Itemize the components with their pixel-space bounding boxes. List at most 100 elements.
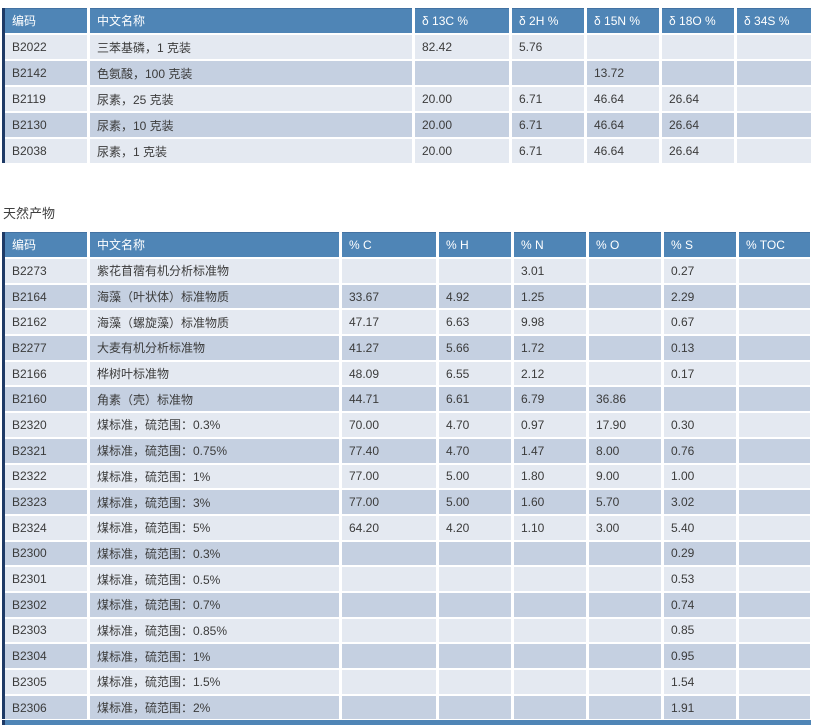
value-cell bbox=[739, 515, 810, 540]
value-cell: 1.80 bbox=[514, 464, 586, 489]
table-row: B2306 煤标准，硫范围：2% 1.91 bbox=[5, 695, 810, 720]
row-name-cell: 煤标准，硫范围：0.3% bbox=[90, 413, 339, 437]
value-cell: 26.64 bbox=[662, 113, 734, 137]
value-cell bbox=[739, 695, 810, 720]
value-cell: 5.40 bbox=[664, 515, 736, 540]
row-code-cell: B2323 bbox=[5, 490, 87, 514]
value-cell bbox=[664, 387, 736, 412]
value-cell: 46.64 bbox=[587, 113, 659, 137]
row-name-cell: 角素（壳）标准物 bbox=[90, 387, 339, 412]
table-header-row: 编码 中文名称% C% H% N% O% S% TOC bbox=[5, 232, 810, 257]
value-cell bbox=[439, 670, 511, 694]
column-header: δ 34S % bbox=[737, 8, 811, 33]
value-cell: 0.95 bbox=[664, 644, 736, 668]
row-name-cell: 煤标准，硫范围：0.75% bbox=[90, 438, 339, 463]
row-name-cell: 煤标准，硫范围：3% bbox=[90, 490, 339, 514]
value-cell: 20.00 bbox=[415, 87, 509, 111]
value-cell: 26.64 bbox=[662, 87, 734, 111]
table-header-row: 编码 中文名称 δ 13C % δ 2H % δ 15N % δ 18O % δ 34S % bbox=[5, 8, 811, 33]
table-row: B2038 尿素，1 克装 20.00 6.71 46.64 26.64 bbox=[5, 139, 811, 163]
value-cell: 0.53 bbox=[664, 567, 736, 591]
value-cell: 0.74 bbox=[664, 592, 736, 617]
value-cell: 8.00 bbox=[589, 438, 661, 463]
row-code-cell: B2322 bbox=[5, 464, 87, 489]
value-cell: 13.72 bbox=[587, 61, 659, 85]
value-cell: 0.97 bbox=[514, 413, 586, 437]
value-cell: 2.29 bbox=[664, 284, 736, 309]
value-cell bbox=[342, 567, 436, 591]
row-code-cell: B2305 bbox=[5, 670, 87, 694]
value-cell bbox=[514, 644, 586, 668]
value-cell: 3.01 bbox=[514, 259, 586, 283]
value-cell: 20.00 bbox=[415, 139, 509, 163]
row-name-cell: 尿素，1 克装 bbox=[90, 139, 412, 163]
value-cell: 2.12 bbox=[514, 361, 586, 386]
value-cell: 6.71 bbox=[512, 139, 584, 163]
value-cell bbox=[415, 61, 509, 85]
value-cell bbox=[739, 438, 810, 463]
value-cell: 5.66 bbox=[439, 336, 511, 360]
value-cell bbox=[737, 139, 811, 163]
value-cell bbox=[439, 592, 511, 617]
value-cell bbox=[512, 61, 584, 85]
value-cell bbox=[589, 259, 661, 283]
table-row: B2305 煤标准，硫范围：1.5% 1.54 bbox=[5, 670, 810, 694]
value-cell bbox=[739, 336, 810, 360]
table-row: B2142 色氨酸，100 克装 13.72 bbox=[5, 61, 811, 85]
row-name-cell: 海藻（螺旋藻）标准物质 bbox=[90, 310, 339, 335]
row-name-cell: 煤标准，硫范围：2% bbox=[90, 695, 339, 720]
column-header: % N bbox=[514, 232, 586, 257]
value-cell bbox=[589, 644, 661, 668]
column-header: 编码 bbox=[5, 232, 87, 257]
value-cell bbox=[589, 361, 661, 386]
value-cell: 64.20 bbox=[342, 515, 436, 540]
column-header: % H bbox=[439, 232, 511, 257]
value-cell: 0.27 bbox=[664, 259, 736, 283]
row-code-cell: B2142 bbox=[5, 61, 87, 85]
value-cell bbox=[342, 541, 436, 566]
value-cell: 5.76 bbox=[512, 35, 584, 59]
column-header: % S bbox=[664, 232, 736, 257]
row-name-cell: 煤标准，硫范围：1.5% bbox=[90, 670, 339, 694]
table-row: B2304 煤标准，硫范围：1% 0.95 bbox=[5, 644, 810, 668]
row-name-cell: 煤标准，硫范围：1% bbox=[90, 644, 339, 668]
row-name-cell: 海藻（叶状体）标准物质 bbox=[90, 284, 339, 309]
column-header: 中文名称 bbox=[90, 8, 412, 33]
value-cell: 33.67 bbox=[342, 284, 436, 309]
column-header: 中文名称 bbox=[90, 232, 339, 257]
row-name-cell: 大麦有机分析标准物 bbox=[90, 336, 339, 360]
row-code-cell: B2300 bbox=[5, 541, 87, 566]
row-code-cell: B2119 bbox=[5, 87, 87, 111]
value-cell: 3.02 bbox=[664, 490, 736, 514]
value-cell bbox=[439, 567, 511, 591]
row-code-cell: B2164 bbox=[5, 284, 87, 309]
table-row: B2302 煤标准，硫范围：0.7% 0.74 bbox=[5, 592, 810, 617]
value-cell: 46.64 bbox=[587, 87, 659, 111]
value-cell: 6.71 bbox=[512, 113, 584, 137]
value-cell bbox=[739, 259, 810, 283]
section-label-natural-products: 天然产物 bbox=[3, 206, 56, 221]
column-header: δ 15N % bbox=[587, 8, 659, 33]
value-cell bbox=[342, 259, 436, 283]
table-row: B2303 煤标准，硫范围：0.85% 0.85 bbox=[5, 618, 810, 643]
value-cell bbox=[342, 644, 436, 668]
value-cell bbox=[342, 670, 436, 694]
row-code-cell: B2303 bbox=[5, 618, 87, 643]
value-cell bbox=[739, 592, 810, 617]
value-cell bbox=[514, 592, 586, 617]
table-row: B2164 海藻（叶状体）标准物质 33.67 4.92 1.25 2.29 bbox=[5, 284, 810, 309]
table-row: B2321 煤标准，硫范围：0.75% 77.40 4.70 1.47 8.00 0.76 bbox=[5, 438, 810, 463]
value-cell bbox=[589, 284, 661, 309]
row-name-cell: 尿素，25 克装 bbox=[90, 87, 412, 111]
value-cell: 5.00 bbox=[439, 464, 511, 489]
value-cell: 4.70 bbox=[439, 438, 511, 463]
value-cell: 5.00 bbox=[439, 490, 511, 514]
value-cell bbox=[589, 670, 661, 694]
value-cell bbox=[739, 490, 810, 514]
row-code-cell: B2273 bbox=[5, 259, 87, 283]
row-code-cell: B2130 bbox=[5, 113, 87, 137]
value-cell bbox=[739, 464, 810, 489]
value-cell: 44.71 bbox=[342, 387, 436, 412]
value-cell bbox=[739, 670, 810, 694]
value-cell: 6.71 bbox=[512, 87, 584, 111]
